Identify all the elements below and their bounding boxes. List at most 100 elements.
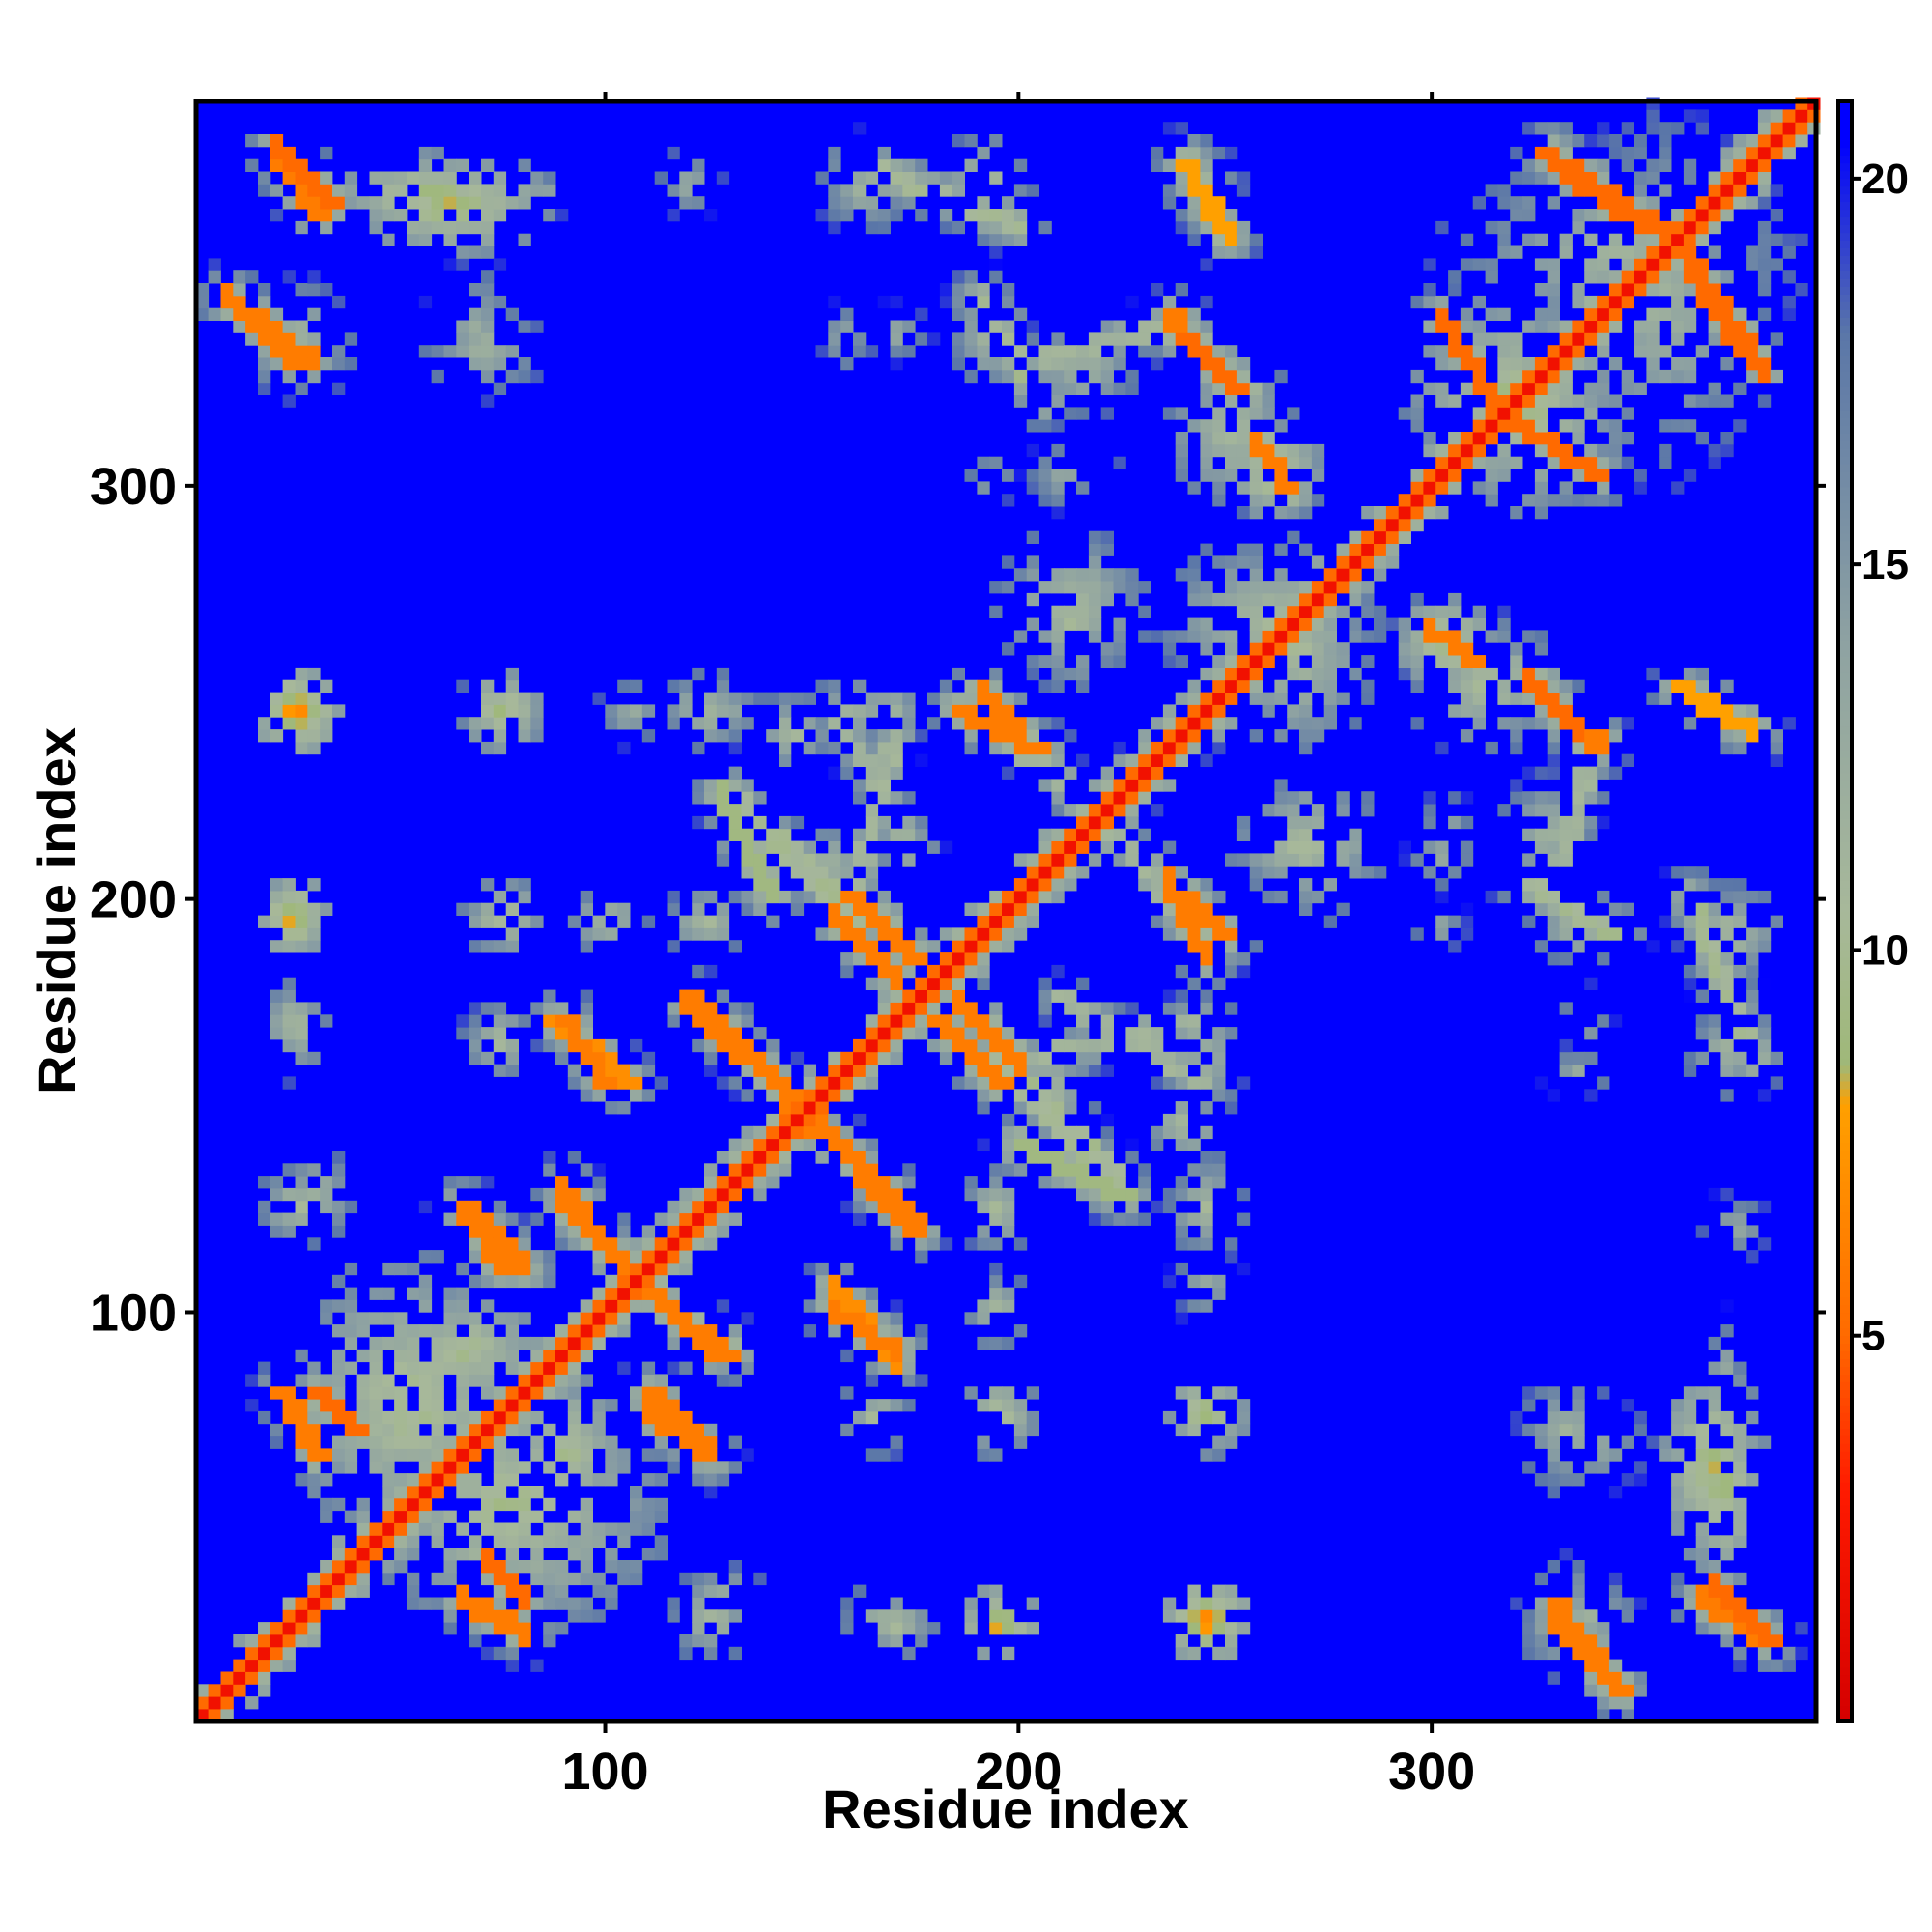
heatmap-cell	[1497, 617, 1511, 631]
heatmap-cell	[877, 977, 891, 990]
heatmap-cell	[1522, 890, 1536, 904]
heatmap-cell	[1287, 581, 1300, 594]
heatmap-cell	[667, 1336, 680, 1350]
heatmap-cell	[1002, 196, 1015, 210]
heatmap-cell	[1410, 630, 1424, 643]
heatmap-cell	[1212, 245, 1226, 259]
heatmap-cell	[1485, 307, 1498, 321]
heatmap-cell	[1385, 555, 1400, 569]
heatmap-cell	[1274, 853, 1288, 867]
heatmap-cell	[1361, 605, 1375, 618]
heatmap-cell	[704, 1027, 718, 1040]
heatmap-cell	[1200, 630, 1213, 643]
heatmap-cell	[481, 1522, 495, 1536]
heatmap-cell	[1262, 494, 1275, 507]
heatmap-cell	[580, 1212, 593, 1226]
heatmap-cell	[890, 1622, 903, 1635]
heatmap-cell	[295, 345, 308, 358]
heatmap-cell	[952, 270, 965, 284]
heatmap-cell	[1175, 307, 1188, 321]
heatmap-cell	[1634, 258, 1647, 271]
heatmap-cell	[1274, 443, 1288, 458]
heatmap-cell	[555, 1622, 569, 1635]
heatmap-cell	[1584, 828, 1598, 841]
heatmap-cell	[195, 295, 210, 309]
heatmap-cell	[258, 1200, 271, 1214]
heatmap-cell	[692, 717, 705, 730]
heatmap-cell	[1795, 283, 1808, 297]
colorbar-segment	[1838, 379, 1852, 387]
heatmap-cell	[320, 171, 333, 185]
heatmap-cell	[1038, 1176, 1052, 1189]
heatmap-cell	[1100, 1125, 1114, 1140]
heatmap-cell	[1720, 184, 1734, 197]
heatmap-cell	[1584, 270, 1598, 284]
heatmap-cell	[555, 1027, 569, 1040]
heatmap-cell	[865, 1163, 879, 1177]
heatmap-cell	[865, 952, 879, 966]
heatmap-cell	[1757, 283, 1772, 297]
heatmap-cell	[1435, 890, 1449, 904]
heatmap-cell	[567, 1014, 582, 1028]
heatmap-cell	[320, 1560, 333, 1574]
heatmap-cell	[853, 1138, 867, 1151]
heatmap-cell	[1287, 667, 1300, 681]
heatmap-cell	[617, 679, 631, 693]
heatmap-cell	[1361, 866, 1375, 879]
heatmap-cell	[1088, 1064, 1102, 1077]
heatmap-cell	[1349, 568, 1362, 582]
heatmap-cell	[1287, 804, 1300, 817]
heatmap-cell	[641, 1423, 656, 1437]
heatmap-cell	[1262, 866, 1275, 879]
heatmap-cell	[320, 902, 333, 916]
heatmap-cell	[1323, 915, 1337, 928]
heatmap-cell	[1608, 283, 1623, 297]
heatmap-cell	[989, 915, 1003, 928]
heatmap-cell	[716, 679, 730, 693]
heatmap-cell	[902, 1336, 916, 1350]
heatmap-cell	[853, 1584, 867, 1598]
heatmap-cell	[1249, 605, 1263, 618]
heatmap-cell	[1472, 667, 1486, 681]
heatmap-cell	[952, 1002, 965, 1015]
heatmap-cell	[1460, 667, 1474, 681]
heatmap-cell	[1287, 494, 1300, 507]
heatmap-cell	[1187, 419, 1201, 433]
heatmap-cell	[1572, 1584, 1585, 1598]
heatmap-cell	[481, 1051, 495, 1065]
heatmap-cell	[1720, 394, 1734, 408]
heatmap-cell	[1151, 890, 1164, 904]
heatmap-cell	[567, 1510, 582, 1523]
heatmap-cell	[741, 866, 754, 879]
heatmap-cell	[667, 1225, 680, 1238]
heatmap-cell	[1162, 902, 1177, 916]
heatmap-cell	[1423, 295, 1436, 309]
heatmap-cell	[1187, 729, 1201, 743]
colorbar-tick-label: 5	[1861, 1313, 1885, 1360]
heatmap-cell	[641, 1386, 656, 1400]
heatmap-cell	[1002, 1125, 1015, 1140]
heatmap-cell	[1374, 568, 1387, 582]
heatmap-cell	[704, 1646, 718, 1661]
heatmap-cell	[543, 1002, 556, 1015]
heatmap-cell	[779, 717, 792, 730]
heatmap-cell	[952, 220, 965, 235]
heatmap-cell	[270, 1646, 284, 1661]
heatmap-cell	[1064, 1163, 1077, 1177]
heatmap-cell	[431, 1535, 444, 1548]
colorbar-segment	[1838, 1304, 1852, 1314]
heatmap-cell	[481, 245, 495, 259]
heatmap-cell	[1782, 109, 1796, 123]
heatmap-cell	[641, 1399, 656, 1412]
heatmap-cell	[332, 1461, 346, 1474]
heatmap-cell	[555, 1324, 569, 1338]
heatmap-cell	[1621, 122, 1634, 135]
heatmap-cell	[1547, 494, 1560, 507]
heatmap-cell	[1708, 1448, 1721, 1462]
heatmap-cell	[939, 1014, 953, 1028]
heatmap-cell	[1361, 791, 1375, 805]
heatmap-cell	[1720, 270, 1734, 284]
heatmap-cell	[543, 1497, 556, 1512]
heatmap-cell	[728, 1435, 742, 1449]
heatmap-cell	[1064, 1125, 1077, 1140]
